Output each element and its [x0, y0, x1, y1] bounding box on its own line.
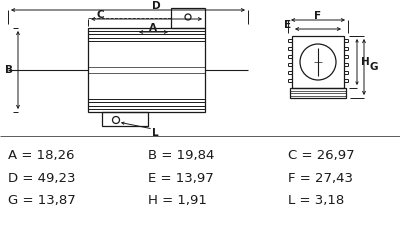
Text: F = 27,43: F = 27,43: [288, 172, 353, 185]
Text: L = 3,18: L = 3,18: [288, 193, 344, 206]
Text: D = 49,23: D = 49,23: [8, 172, 76, 185]
Text: C: C: [96, 10, 104, 20]
Text: H: H: [361, 57, 370, 67]
Text: C = 26,97: C = 26,97: [288, 148, 355, 162]
Text: D: D: [152, 1, 161, 11]
Text: E = 13,97: E = 13,97: [148, 172, 214, 185]
Text: A = 18,26: A = 18,26: [8, 148, 74, 162]
Text: A: A: [149, 23, 157, 33]
Text: B = 19,84: B = 19,84: [148, 148, 214, 162]
Text: B: B: [5, 65, 13, 75]
Bar: [102, 112, 148, 126]
Bar: [88, 28, 205, 112]
Text: G: G: [369, 62, 378, 72]
Text: E: E: [284, 20, 291, 30]
Bar: [171, 8, 205, 28]
Text: G = 13,87: G = 13,87: [8, 193, 76, 206]
Text: H = 1,91: H = 1,91: [148, 193, 207, 206]
Text: F: F: [314, 11, 322, 21]
Bar: [290, 88, 346, 98]
Bar: [292, 36, 344, 88]
Text: L: L: [152, 128, 159, 138]
